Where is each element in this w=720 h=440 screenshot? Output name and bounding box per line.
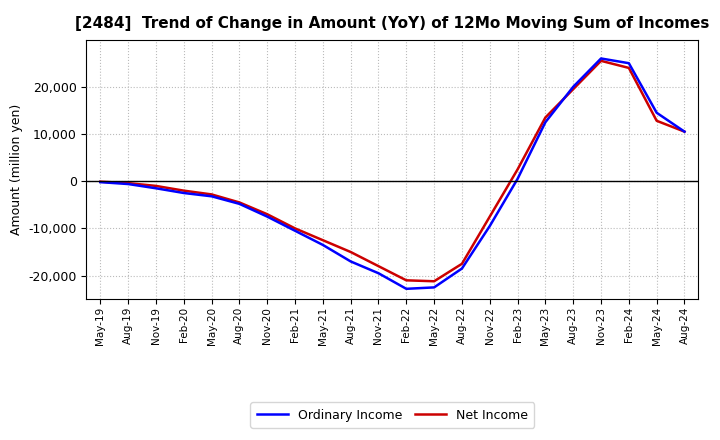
Y-axis label: Amount (million yen): Amount (million yen): [10, 104, 23, 235]
Net Income: [207, 192, 216, 197]
Net Income: [458, 261, 467, 267]
Net Income: [96, 179, 104, 184]
Ordinary Income: [235, 201, 243, 206]
Title: [2484]  Trend of Change in Amount (YoY) of 12Mo Moving Sum of Incomes: [2484] Trend of Change in Amount (YoY) o…: [75, 16, 710, 32]
Ordinary Income: [513, 176, 522, 181]
Ordinary Income: [597, 56, 606, 61]
Net Income: [263, 212, 271, 217]
Net Income: [624, 65, 633, 70]
Ordinary Income: [318, 242, 327, 248]
Ordinary Income: [624, 61, 633, 66]
Ordinary Income: [291, 228, 300, 233]
Net Income: [569, 87, 577, 92]
Net Income: [235, 200, 243, 205]
Ordinary Income: [374, 271, 383, 276]
Ordinary Income: [96, 180, 104, 185]
Line: Net Income: Net Income: [100, 61, 685, 281]
Line: Ordinary Income: Ordinary Income: [100, 59, 685, 289]
Ordinary Income: [207, 194, 216, 199]
Ordinary Income: [152, 186, 161, 191]
Ordinary Income: [402, 286, 410, 291]
Net Income: [680, 129, 689, 134]
Ordinary Income: [485, 224, 494, 229]
Net Income: [513, 167, 522, 172]
Ordinary Income: [263, 214, 271, 219]
Net Income: [291, 226, 300, 231]
Net Income: [346, 249, 355, 255]
Ordinary Income: [680, 129, 689, 134]
Ordinary Income: [569, 84, 577, 89]
Legend: Ordinary Income, Net Income: Ordinary Income, Net Income: [251, 403, 534, 428]
Ordinary Income: [430, 285, 438, 290]
Net Income: [179, 188, 188, 193]
Ordinary Income: [346, 259, 355, 264]
Net Income: [152, 183, 161, 189]
Ordinary Income: [179, 191, 188, 196]
Ordinary Income: [124, 181, 132, 187]
Net Income: [652, 118, 661, 124]
Ordinary Income: [541, 120, 550, 125]
Net Income: [541, 115, 550, 120]
Net Income: [402, 278, 410, 283]
Net Income: [374, 264, 383, 269]
Net Income: [318, 238, 327, 243]
Net Income: [124, 180, 132, 186]
Net Income: [597, 58, 606, 63]
Ordinary Income: [458, 266, 467, 271]
Net Income: [430, 279, 438, 284]
Net Income: [485, 214, 494, 219]
Ordinary Income: [652, 110, 661, 115]
